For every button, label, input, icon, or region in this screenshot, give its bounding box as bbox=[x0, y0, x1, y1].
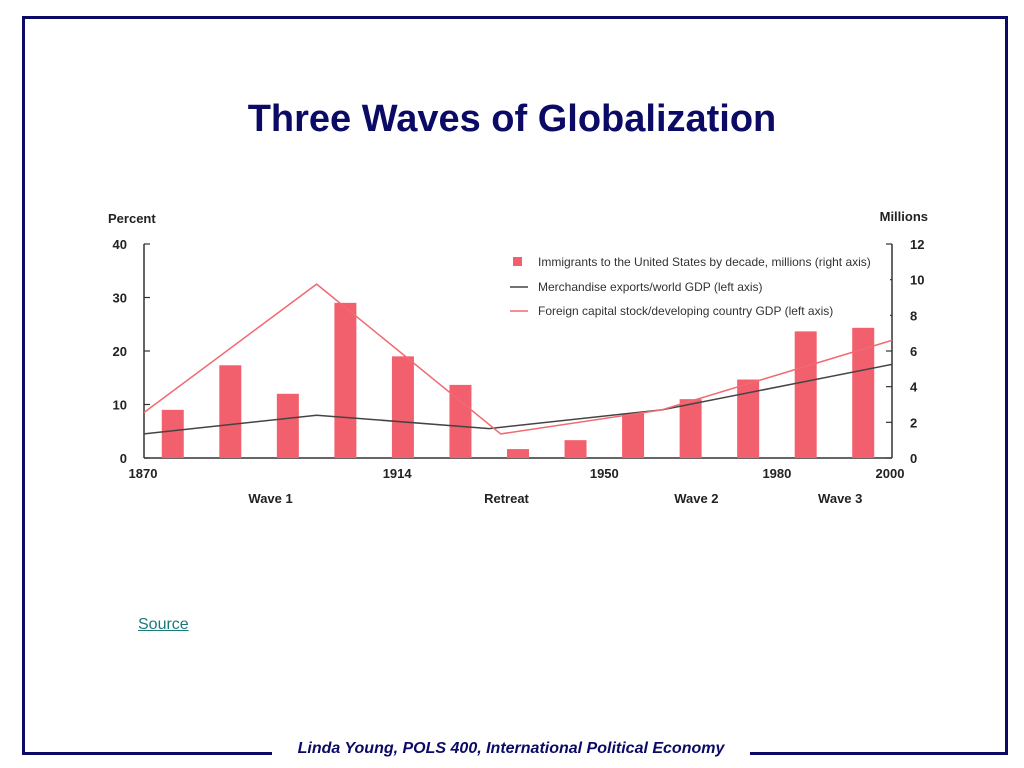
right-tick-label: 8 bbox=[910, 308, 917, 323]
right-tick-label: 6 bbox=[910, 344, 917, 359]
x-tick-label: 1914 bbox=[383, 466, 413, 481]
left-tick-label: 0 bbox=[120, 451, 127, 466]
right-tick-label: 0 bbox=[910, 451, 917, 466]
source-link[interactable]: Source bbox=[138, 616, 189, 633]
left-tick-label: 10 bbox=[113, 398, 127, 413]
legend-box bbox=[505, 248, 890, 322]
bar-immigrants bbox=[334, 302, 357, 458]
bar-immigrants bbox=[391, 356, 414, 458]
right-tick-label: 2 bbox=[910, 415, 917, 430]
x-tick-label: 1980 bbox=[762, 466, 791, 481]
bar-immigrants bbox=[737, 379, 760, 458]
bar-immigrants bbox=[276, 393, 299, 458]
left-axis-title: Percent bbox=[108, 211, 156, 226]
bar-immigrants bbox=[794, 331, 817, 458]
legend-label-capital: Foreign capital stock/developing country… bbox=[538, 304, 833, 318]
x-tick-label: 2000 bbox=[876, 466, 905, 481]
slide-title: Three Waves of Globalization bbox=[247, 98, 777, 140]
bar-immigrants bbox=[507, 449, 529, 458]
period-label: Wave 1 bbox=[248, 491, 292, 506]
bar-immigrants bbox=[564, 440, 587, 458]
bar-immigrants bbox=[852, 327, 875, 458]
bar-immigrants bbox=[622, 413, 645, 458]
right-tick-label: 4 bbox=[910, 380, 918, 395]
period-label: Wave 2 bbox=[674, 491, 718, 506]
line-merchandise-exports bbox=[143, 363, 893, 435]
period-label: Wave 3 bbox=[818, 491, 862, 506]
legend-label-exports: Merchandise exports/world GDP (left axis… bbox=[538, 280, 763, 294]
right-axis-title: Millions bbox=[880, 209, 928, 224]
left-tick-label: 40 bbox=[113, 237, 127, 252]
period-label: Retreat bbox=[484, 491, 529, 506]
left-tick-label: 30 bbox=[113, 291, 127, 306]
bar-immigrants bbox=[219, 365, 242, 458]
bar-immigrants bbox=[449, 384, 472, 458]
x-tick-label: 1950 bbox=[590, 466, 619, 481]
bar-immigrants bbox=[161, 409, 184, 458]
right-tick-label: 10 bbox=[910, 273, 924, 288]
left-tick-label: 20 bbox=[113, 344, 127, 359]
bar-immigrants bbox=[679, 399, 702, 458]
footer-text: Linda Young, POLS 400, International Pol… bbox=[272, 737, 750, 761]
x-tick-label: 1870 bbox=[129, 466, 158, 481]
line-foreign-capital bbox=[143, 283, 893, 435]
right-tick-label: 12 bbox=[910, 237, 924, 252]
legend-swatch-immigrants bbox=[513, 257, 522, 266]
legend-label-immigrants: Immigrants to the United States by decad… bbox=[538, 255, 871, 269]
